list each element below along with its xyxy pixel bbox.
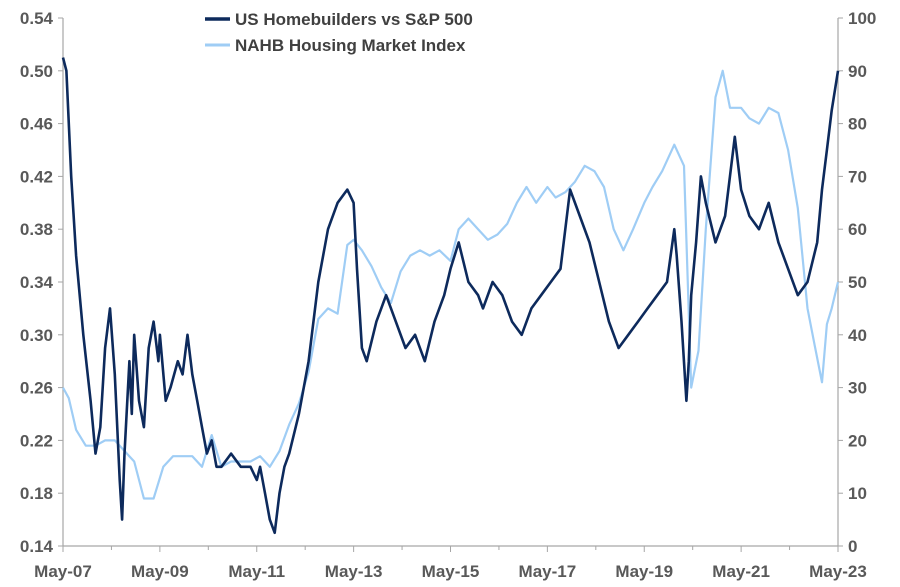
- axes: [58, 17, 843, 552]
- right-y-tick-label: 0: [848, 537, 857, 556]
- right-y-tick-label: 70: [848, 167, 867, 186]
- series-line-nahb: [62, 69, 840, 500]
- x-tick-label: May-19: [615, 562, 673, 581]
- x-tick-label: May-07: [34, 562, 92, 581]
- series-lines: [61, 57, 840, 535]
- right-y-tick-label: 20: [848, 431, 867, 450]
- left-y-tick-label: 0.34: [20, 273, 54, 292]
- right-y-tick-label: 80: [848, 115, 867, 134]
- x-tick-label: May-21: [712, 562, 770, 581]
- legend-label-nahb: NAHB Housing Market Index: [235, 36, 466, 55]
- right-y-tick-label: 60: [848, 220, 867, 239]
- left-y-tick-label: 0.54: [20, 9, 54, 28]
- left-y-tick-label: 0.50: [20, 62, 53, 81]
- x-tick-label: May-17: [519, 562, 577, 581]
- left-y-tick-label: 0.46: [20, 115, 53, 134]
- right-y-tick-label: 10: [848, 484, 867, 503]
- right-y-tick-label: 90: [848, 62, 867, 81]
- left-y-tick-label: 0.26: [20, 379, 53, 398]
- x-tick-label: May-23: [809, 562, 867, 581]
- x-tick-label: May-15: [422, 562, 480, 581]
- series-line-homebuilders: [61, 57, 840, 535]
- left-y-tick-label: 0.42: [20, 167, 53, 186]
- right-y-tick-label: 30: [848, 379, 867, 398]
- x-tick-label: May-09: [131, 562, 189, 581]
- right-y-tick-label: 50: [848, 273, 867, 292]
- legend: US Homebuilders vs S&P 500 NAHB Housing …: [205, 10, 473, 55]
- left-y-tick-label: 0.14: [20, 537, 54, 556]
- x-tick-label: May-13: [325, 562, 383, 581]
- left-y-tick-label: 0.30: [20, 326, 53, 345]
- x-tick-label: May-11: [228, 562, 285, 581]
- left-y-tick-label: 0.22: [20, 431, 53, 450]
- left-y-tick-label: 0.38: [20, 220, 53, 239]
- tick-labels: 0.14 0.18 0.22 0.26 0.30 0.34 0.38 0.42 0.46 0.50…: [20, 9, 876, 581]
- right-y-tick-label: 40: [848, 326, 867, 345]
- right-y-tick-label: 100: [848, 9, 876, 28]
- legend-label-homebuilders: US Homebuilders vs S&P 500: [235, 10, 473, 29]
- left-y-tick-label: 0.18: [20, 484, 53, 503]
